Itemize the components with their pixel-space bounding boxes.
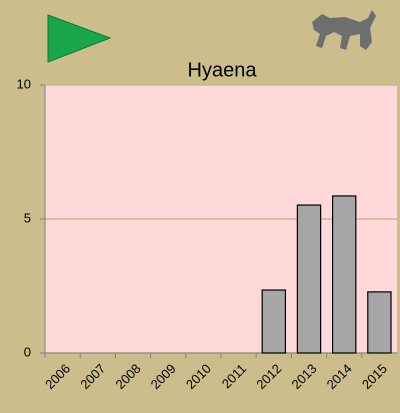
play-icon bbox=[47, 14, 112, 63]
chart-title: Hyaena bbox=[188, 59, 258, 81]
bar bbox=[261, 289, 287, 354]
bar bbox=[296, 204, 322, 354]
bar bbox=[367, 291, 392, 354]
y-tick-label: 5 bbox=[24, 210, 31, 225]
hyena-icon bbox=[312, 10, 376, 50]
y-tick-label: 0 bbox=[24, 344, 31, 359]
bar bbox=[331, 195, 357, 354]
y-tick-label: 10 bbox=[17, 76, 31, 91]
